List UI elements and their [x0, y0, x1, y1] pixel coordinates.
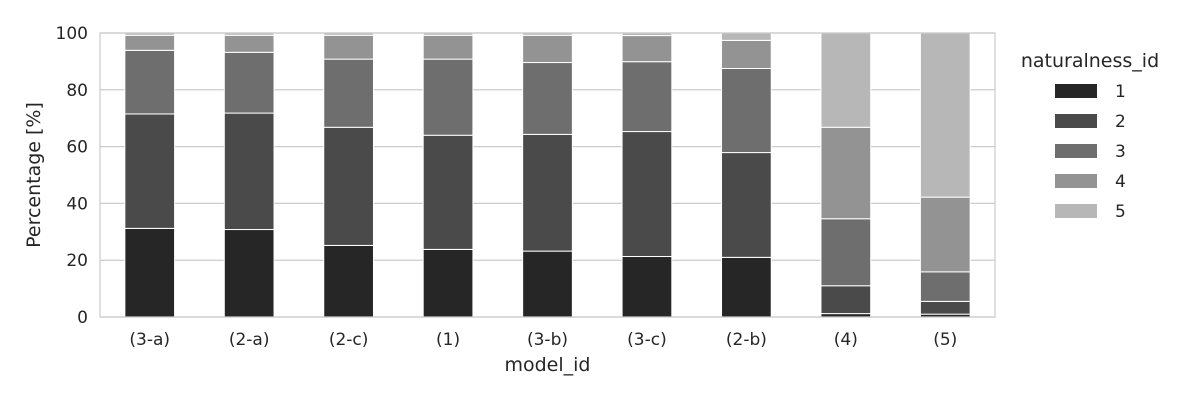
bar-segment	[721, 68, 772, 154]
bar-segment	[820, 32, 872, 128]
bar-segment	[422, 34, 474, 60]
legend-label: 4	[1115, 172, 1126, 192]
bar-segment	[919, 271, 971, 302]
x-tick-label: (3-c)	[627, 330, 667, 350]
bar-segment	[621, 131, 673, 258]
bar-segment	[919, 196, 971, 273]
bar-segment	[820, 126, 872, 220]
bar-segment	[522, 34, 573, 64]
y-axis-label: Percentage [%]	[23, 102, 45, 248]
x-tick-label: (5)	[933, 330, 957, 350]
legend-swatch	[1055, 114, 1097, 128]
x-tick-label: (3-b)	[527, 330, 568, 350]
bar-segment	[223, 51, 275, 114]
bar-segment	[124, 49, 176, 115]
bar-segment	[124, 227, 176, 318]
bar-segment	[621, 61, 673, 133]
legend-title: naturalness_id	[1021, 50, 1159, 72]
bar-segment	[919, 32, 971, 198]
bar-segment	[621, 35, 673, 63]
bar-segment	[721, 152, 772, 258]
bar-segment	[522, 133, 573, 252]
bar-segment	[323, 34, 374, 60]
bar-segment	[223, 34, 275, 53]
x-tick-label: (3-a)	[129, 330, 170, 350]
bar-segment	[621, 256, 673, 318]
legend-label: 3	[1115, 142, 1126, 162]
bar-segment	[422, 134, 474, 250]
bar-segment	[223, 112, 275, 231]
x-axis-label: model_id	[504, 354, 590, 376]
bar-segment	[919, 300, 971, 315]
bar-segment	[721, 32, 772, 41]
y-tick-label: 0	[77, 308, 88, 328]
bar-segment	[323, 126, 374, 246]
x-tick-label: (2-c)	[329, 330, 369, 350]
legend-items: 1 2 3 4 5	[1055, 82, 1126, 222]
x-tick-label: (4)	[834, 330, 858, 350]
y-tick-label: 80	[66, 81, 88, 101]
y-tick-label: 20	[66, 251, 88, 271]
legend-swatch	[1055, 174, 1097, 188]
bar-segment	[223, 229, 275, 318]
bar-segment	[124, 34, 176, 51]
x-tick-label: (2-b)	[726, 330, 767, 350]
bar-segment	[422, 248, 474, 318]
legend: naturalness_id 1 2 3 4 5	[1021, 50, 1159, 222]
bar-segment	[820, 285, 872, 315]
bar-segment	[721, 39, 772, 69]
y-tick-label: 60	[66, 138, 88, 158]
plot-frame	[99, 32, 996, 318]
bar-segment	[422, 58, 474, 136]
bar-segment	[522, 62, 573, 135]
bar-segment	[820, 218, 872, 287]
legend-swatch	[1055, 84, 1097, 98]
bars	[124, 32, 971, 318]
legend-label: 1	[1115, 82, 1126, 102]
bar-segment	[323, 58, 374, 128]
legend-swatch	[1055, 204, 1097, 218]
x-tick-label: (1)	[436, 330, 460, 350]
bar-segment	[323, 244, 374, 318]
y-tick-label: 40	[66, 194, 88, 214]
bar-segment	[721, 256, 772, 318]
x-axis-ticks: (3-a) (2-a) (2-c) (1) (3-b) (3-c) (2-b) (4) (5)	[129, 330, 957, 350]
legend-swatch	[1055, 144, 1097, 158]
bar-segment	[522, 250, 573, 318]
y-tick-label: 100	[56, 24, 88, 44]
x-tick-label: (2-a)	[229, 330, 270, 350]
bar-segment	[124, 113, 176, 229]
y-axis-ticks: 0 20 40 60 80 100	[56, 24, 88, 328]
legend-label: 2	[1115, 112, 1126, 132]
legend-label: 5	[1115, 202, 1126, 222]
